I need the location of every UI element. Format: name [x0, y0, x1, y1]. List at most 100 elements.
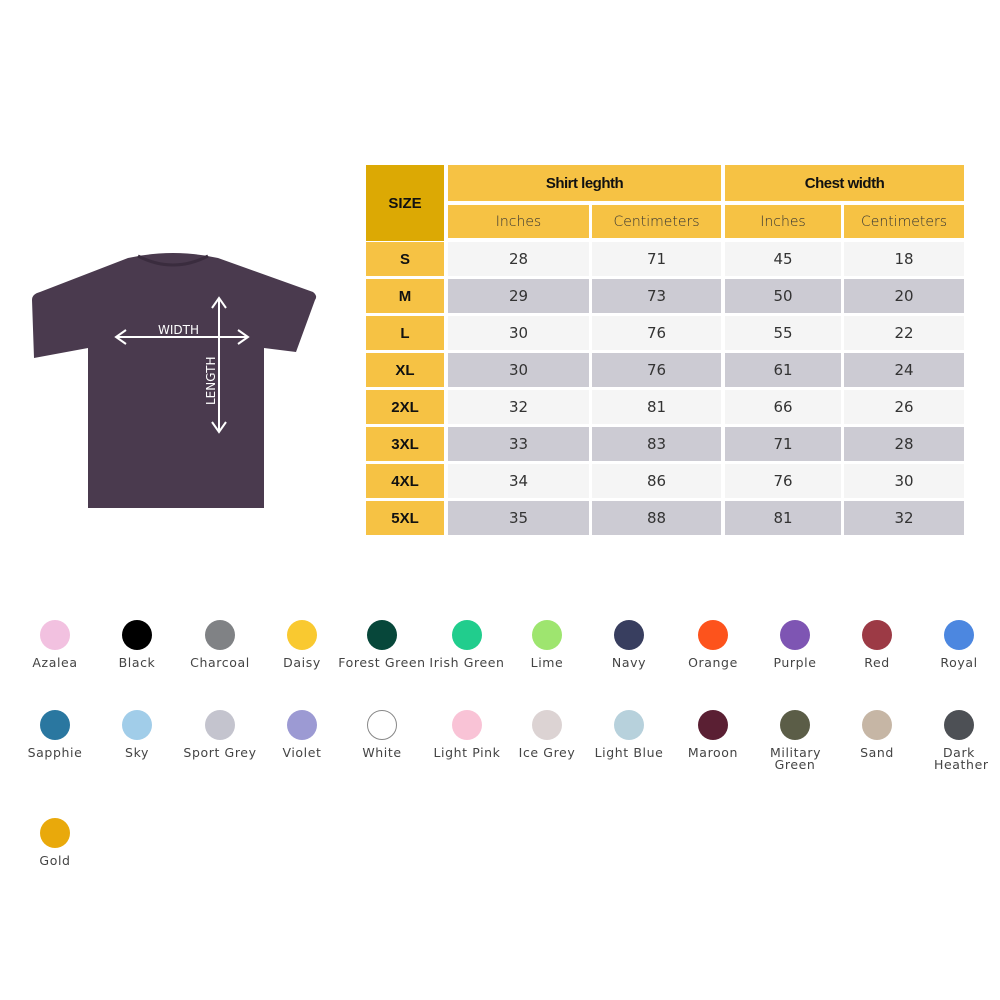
- value-cell: 76: [592, 353, 721, 387]
- value-cell: 28: [844, 427, 964, 461]
- color-dot: [944, 620, 974, 650]
- color-swatch[interactable]: Ice Grey: [502, 710, 592, 759]
- color-label: Dark Heather: [934, 745, 989, 772]
- value-cell: 55: [725, 316, 841, 350]
- color-dot: [40, 620, 70, 650]
- value-cell: 20: [844, 279, 964, 313]
- color-label: Daisy: [283, 655, 321, 670]
- value-cell: 81: [725, 501, 841, 535]
- color-dot: [944, 710, 974, 740]
- size-cell: 5XL: [366, 501, 444, 535]
- value-cell: 76: [592, 316, 721, 350]
- color-swatch[interactable]: Military Green: [750, 710, 840, 771]
- unit-header: Inches: [725, 205, 841, 238]
- color-label: Gold: [39, 853, 71, 868]
- color-swatch[interactable]: Sapphie: [10, 710, 100, 759]
- unit-header: Centimeters: [592, 205, 721, 238]
- color-label: Military Green: [770, 745, 822, 772]
- value-cell: 29: [448, 279, 589, 313]
- color-swatch[interactable]: Sky: [92, 710, 182, 759]
- color-swatch[interactable]: Daisy: [257, 620, 347, 669]
- value-cell: 26: [844, 390, 964, 424]
- value-cell: 83: [592, 427, 721, 461]
- color-label: Ice Grey: [518, 745, 576, 760]
- color-dot: [40, 818, 70, 848]
- value-cell: 30: [448, 353, 589, 387]
- value-cell: 30: [448, 316, 589, 350]
- value-cell: 71: [725, 427, 841, 461]
- color-label: Violet: [282, 745, 322, 760]
- color-label: Red: [864, 655, 890, 670]
- color-swatch[interactable]: Lime: [502, 620, 592, 669]
- color-label: Royal: [940, 655, 978, 670]
- color-dot: [532, 710, 562, 740]
- color-dot: [367, 710, 397, 740]
- color-dot: [287, 620, 317, 650]
- value-cell: 71: [592, 242, 721, 276]
- color-swatch[interactable]: Red: [832, 620, 922, 669]
- value-cell: 66: [725, 390, 841, 424]
- size-cell: 4XL: [366, 464, 444, 498]
- value-cell: 73: [592, 279, 721, 313]
- color-dot: [532, 620, 562, 650]
- color-swatch[interactable]: White: [337, 710, 427, 759]
- color-swatch[interactable]: Royal: [914, 620, 1000, 669]
- color-dot: [367, 620, 397, 650]
- value-cell: 81: [592, 390, 721, 424]
- color-swatch[interactable]: Black: [92, 620, 182, 669]
- color-dot: [205, 710, 235, 740]
- unit-header: Inches: [448, 205, 589, 238]
- color-label: Sand: [860, 745, 894, 760]
- color-swatch[interactable]: Charcoal: [175, 620, 265, 669]
- size-cell: M: [366, 279, 444, 313]
- color-swatch[interactable]: Navy: [584, 620, 674, 669]
- length-arrow: [211, 296, 227, 434]
- value-cell: 86: [592, 464, 721, 498]
- value-cell: 22: [844, 316, 964, 350]
- size-header: SIZE: [366, 165, 444, 241]
- length-label: LENGTH: [204, 357, 218, 405]
- size-cell: S: [366, 242, 444, 276]
- color-swatch[interactable]: Azalea: [10, 620, 100, 669]
- value-cell: 61: [725, 353, 841, 387]
- group-header-chest-width: Chest width: [725, 165, 964, 201]
- size-cell: 2XL: [366, 390, 444, 424]
- color-dot: [122, 620, 152, 650]
- color-label: White: [362, 745, 402, 760]
- color-swatch[interactable]: Light Blue: [584, 710, 674, 759]
- color-dot: [452, 620, 482, 650]
- color-dot: [122, 710, 152, 740]
- color-swatch[interactable]: Orange: [668, 620, 758, 669]
- value-cell: 24: [844, 353, 964, 387]
- color-swatch[interactable]: Maroon: [668, 710, 758, 759]
- tshirt-diagram: WIDTH LENGTH: [32, 253, 317, 508]
- color-swatch[interactable]: Irish Green: [422, 620, 512, 669]
- color-swatch[interactable]: Sand: [832, 710, 922, 759]
- color-label: Charcoal: [190, 655, 250, 670]
- color-swatch[interactable]: Gold: [10, 818, 100, 867]
- color-dot: [205, 620, 235, 650]
- color-dot: [452, 710, 482, 740]
- color-dot: [614, 620, 644, 650]
- color-dot: [780, 710, 810, 740]
- width-label: WIDTH: [158, 323, 199, 337]
- color-swatch[interactable]: Forest Green: [337, 620, 427, 669]
- size-cell: 3XL: [366, 427, 444, 461]
- value-cell: 50: [725, 279, 841, 313]
- color-swatch[interactable]: Purple: [750, 620, 840, 669]
- color-dot: [287, 710, 317, 740]
- color-swatch[interactable]: Sport Grey: [175, 710, 265, 759]
- value-cell: 33: [448, 427, 589, 461]
- color-label: Purple: [773, 655, 817, 670]
- unit-header: Centimeters: [844, 205, 964, 238]
- tshirt-shape: [32, 253, 317, 508]
- color-label: Light Blue: [594, 745, 664, 760]
- value-cell: 30: [844, 464, 964, 498]
- color-swatch[interactable]: Dark Heather: [914, 710, 1000, 771]
- color-dot: [614, 710, 644, 740]
- color-swatch[interactable]: Violet: [257, 710, 347, 759]
- color-label: Sapphie: [27, 745, 83, 760]
- color-dot: [40, 710, 70, 740]
- color-swatch[interactable]: Light Pink: [422, 710, 512, 759]
- color-label: Black: [118, 655, 156, 670]
